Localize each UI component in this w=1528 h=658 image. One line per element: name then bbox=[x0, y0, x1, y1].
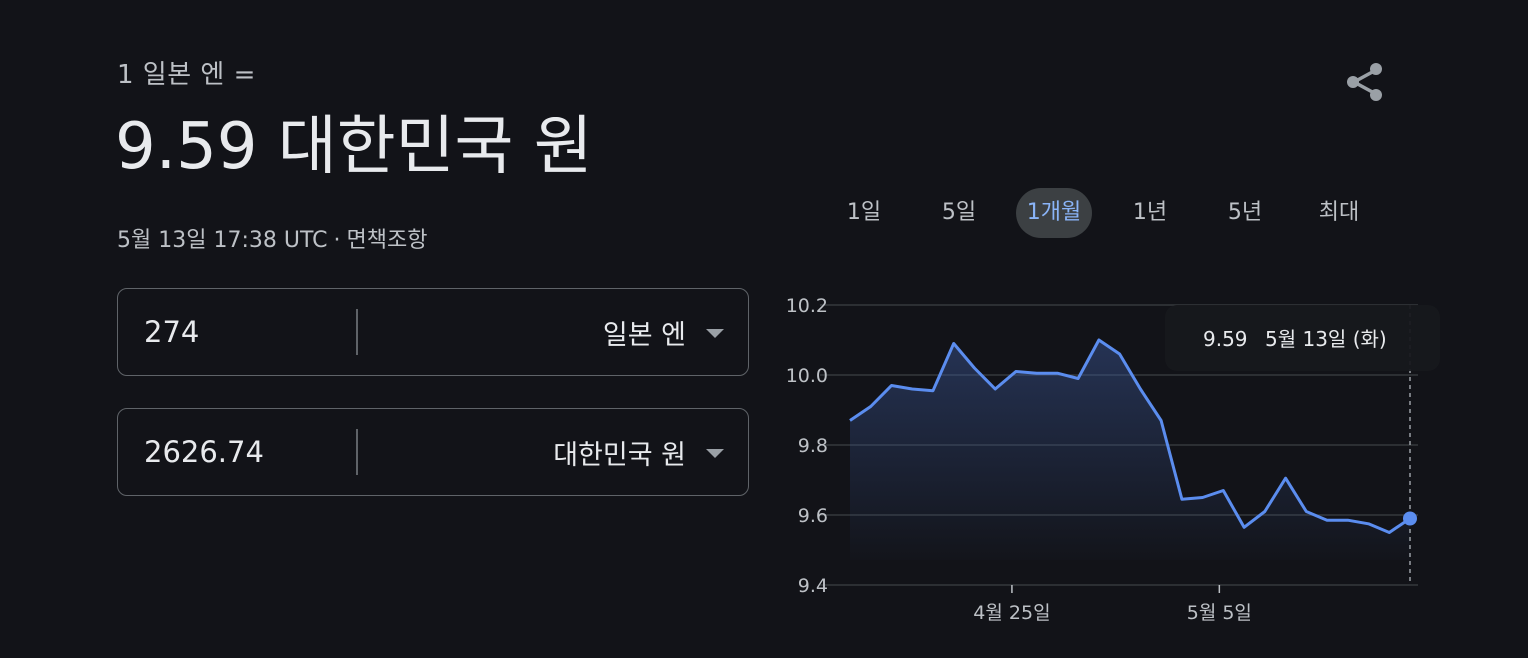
range-tab-4[interactable]: 5년 bbox=[1227, 200, 1263, 225]
tooltip-value: 9.59 bbox=[1203, 327, 1248, 351]
x-tick-label: 5월 5일 bbox=[1187, 602, 1252, 624]
y-tick-label: 9.6 bbox=[798, 505, 828, 527]
y-tick-label: 9.8 bbox=[798, 435, 828, 457]
timestamp-line: 5월 13일 17:38 UTC · 면책조항 bbox=[117, 222, 427, 254]
to-currency-select[interactable]: 대한민국 원 bbox=[553, 439, 686, 471]
conversion-result: 9.59 대한민국 원 bbox=[115, 110, 593, 184]
range-tabs: 1일 5일 1개월 1년 5년 최대 bbox=[817, 188, 1417, 238]
from-label: 1 일본 엔 = bbox=[117, 60, 256, 90]
to-currency-box: 2626.74 대한민국 원 bbox=[117, 408, 749, 496]
range-tab-3[interactable]: 1년 bbox=[1132, 200, 1168, 225]
chevron-down-icon[interactable] bbox=[706, 449, 724, 458]
divider bbox=[356, 429, 358, 475]
range-tab-2[interactable]: 1개월 bbox=[1016, 188, 1092, 238]
from-currency-select[interactable]: 일본 엔 bbox=[602, 319, 686, 351]
range-tab-5[interactable]: 최대 bbox=[1318, 200, 1360, 225]
exchange-rate-chart: 10.2 10.0 9.8 9.6 9.4 4월 25일 5월 5일 9.59 5월 13일 (… bbox=[786, 295, 1440, 624]
y-tick-label: 10.2 bbox=[786, 295, 828, 317]
hover-point bbox=[1403, 511, 1417, 526]
y-tick-label: 10.0 bbox=[786, 365, 828, 387]
tooltip-date: 5월 13일 (화) bbox=[1265, 327, 1387, 351]
y-tick-label: 9.4 bbox=[798, 575, 828, 597]
divider bbox=[356, 309, 358, 355]
from-currency-box: 274 일본 엔 bbox=[117, 288, 749, 376]
share-icon[interactable] bbox=[1340, 58, 1388, 106]
x-tick-label: 4월 25일 bbox=[973, 602, 1050, 624]
tooltip-box bbox=[1165, 305, 1440, 371]
to-amount-input[interactable]: 2626.74 bbox=[144, 435, 264, 469]
from-amount-input[interactable]: 274 bbox=[144, 315, 200, 349]
range-tab-0[interactable]: 1일 bbox=[846, 200, 882, 225]
range-tab-1[interactable]: 5일 bbox=[941, 200, 977, 225]
timestamp: 5월 13일 17:38 UTC bbox=[117, 228, 328, 253]
chevron-down-icon[interactable] bbox=[706, 329, 724, 338]
disclaimer-link[interactable]: 면책조항 bbox=[346, 228, 428, 253]
separator: · bbox=[333, 228, 341, 253]
series-line bbox=[849, 338, 1411, 534]
